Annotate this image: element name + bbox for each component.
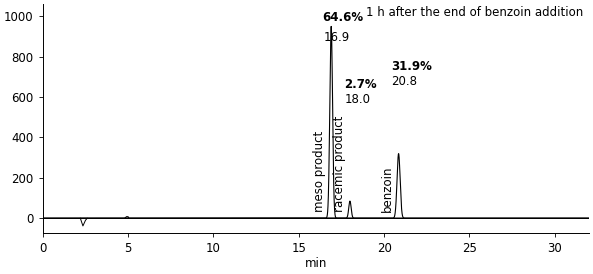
Text: 18.0: 18.0 (345, 93, 371, 106)
Text: 1 h after the end of benzoin addition: 1 h after the end of benzoin addition (366, 7, 584, 19)
Text: racemic product: racemic product (333, 116, 346, 212)
Text: 2.7%: 2.7% (344, 78, 377, 91)
Text: benzoin: benzoin (381, 166, 394, 212)
X-axis label: min: min (305, 257, 327, 270)
Text: meso product: meso product (314, 131, 326, 212)
Text: 16.9: 16.9 (324, 31, 350, 44)
Text: 31.9%: 31.9% (391, 60, 432, 73)
Text: 20.8: 20.8 (391, 75, 417, 88)
Text: 64.6%: 64.6% (322, 11, 363, 24)
